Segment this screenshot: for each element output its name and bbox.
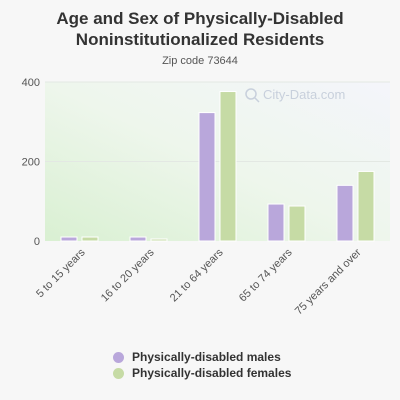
legend-swatch-females: [113, 367, 124, 379]
watermark-search-icon-handle: [254, 97, 260, 103]
chart-title-line-2: Noninstitutionalized Residents: [75, 30, 325, 49]
bar-females[interactable]: [288, 205, 306, 242]
watermark: City-Data.com: [245, 87, 345, 103]
x-tick-label: 75 years and over: [293, 246, 364, 317]
watermark-text: City-Data.com: [263, 87, 345, 102]
bar-males[interactable]: [267, 203, 285, 242]
bar-females[interactable]: [219, 91, 237, 242]
legend-item-females: Physically-disabled females: [113, 365, 291, 381]
x-tick-label: 21 to 64 years: [168, 246, 226, 304]
bar-males[interactable]: [336, 184, 354, 242]
watermark-search-icon: [245, 88, 257, 100]
chart-subtitle: Zip code 73644: [162, 55, 238, 67]
y-tick-label: 400: [22, 77, 40, 89]
x-tick-label: 65 to 74 years: [237, 246, 295, 304]
chart-title-line-1: Age and Sex of Physically-Disabled: [56, 9, 344, 28]
chart-title: Age and Sex of Physically-Disabled Nonin…: [0, 8, 400, 50]
bar-males[interactable]: [198, 112, 216, 242]
y-tick-label: 200: [22, 157, 40, 169]
x-tick-label: 16 to 20 years: [99, 246, 157, 304]
legend-label-females: Physically-disabled females: [132, 366, 292, 380]
bar-males[interactable]: [60, 236, 78, 242]
legend: Physically-disabled males Physically-dis…: [113, 349, 291, 381]
legend-item-males: Physically-disabled males: [113, 349, 291, 365]
bar-females[interactable]: [357, 170, 375, 242]
legend-swatch-males: [113, 351, 124, 363]
bar-females[interactable]: [150, 238, 168, 242]
y-tick-label: 0: [34, 236, 40, 248]
x-tick-label: 5 to 15 years: [34, 246, 88, 300]
bar-males[interactable]: [129, 236, 147, 242]
legend-label-males: Physically-disabled males: [132, 350, 281, 364]
bar-females[interactable]: [81, 236, 99, 242]
